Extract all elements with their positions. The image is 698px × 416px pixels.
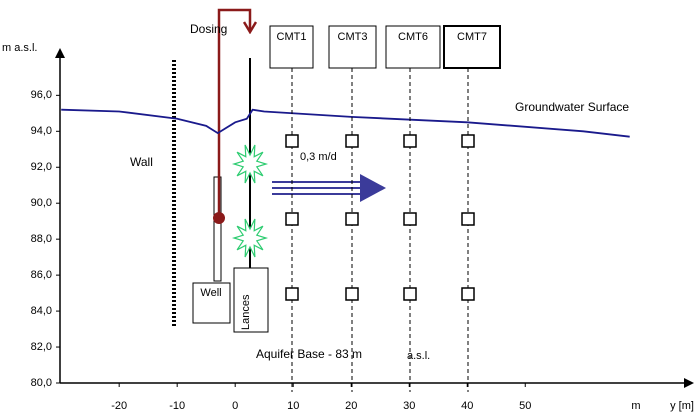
sampling-port	[345, 212, 359, 226]
cmt-label: CMT3	[338, 31, 368, 43]
cmt-box	[269, 25, 314, 69]
injection-zone	[231, 218, 269, 258]
groundwater-line	[61, 108, 630, 138]
cmt-box	[443, 25, 501, 69]
y-tick-label: 92,0	[31, 161, 52, 173]
dosing-label: Dosing	[190, 22, 227, 36]
y-tick-label: 94,0	[31, 125, 52, 137]
sampling-port	[285, 134, 299, 148]
x-tick-label: 10	[287, 400, 299, 412]
sampling-port	[403, 212, 417, 226]
sampling-port	[461, 212, 475, 226]
y-tick-label: 86,0	[31, 269, 52, 281]
sampling-port	[285, 212, 299, 226]
x-tick-label: 0	[232, 400, 238, 412]
y-tick-label: 88,0	[31, 233, 52, 245]
wall-label: Wall	[130, 155, 153, 169]
well-box	[192, 282, 231, 324]
base-label: Aquifer Base - 83 m	[256, 347, 362, 361]
sampling-port	[461, 287, 475, 301]
lances-label: Lances	[240, 294, 252, 330]
sampling-port	[345, 287, 359, 301]
cmt-label: CMT1	[277, 31, 307, 43]
well-screen	[213, 176, 222, 282]
base-unit: a.s.l.	[407, 350, 430, 362]
sampling-port	[403, 287, 417, 301]
sampling-port	[285, 287, 299, 301]
groundwater-label: Groundwater Surface	[515, 100, 629, 114]
y-tick-label: 82,0	[31, 341, 52, 353]
x-tick-label: 30	[403, 400, 415, 412]
y-axis-label: m a.s.l.	[2, 42, 37, 54]
cmt-box	[385, 25, 441, 69]
dosing-pipe	[217, 8, 250, 218]
x-tick-label: -20	[111, 400, 127, 412]
lances-box	[233, 267, 269, 333]
cmt-box	[328, 25, 377, 69]
y-tick-label: 80,0	[31, 377, 52, 389]
cmt-label: CMT6	[398, 31, 428, 43]
dosing-point	[213, 212, 225, 224]
x-axis-label: y [m]	[670, 400, 694, 412]
x-tick-label: 40	[461, 400, 473, 412]
y-tick-label: 96,0	[31, 89, 52, 101]
well-label: Well	[200, 287, 221, 299]
x-unit: m	[631, 400, 640, 412]
y-tick-label: 84,0	[31, 305, 52, 317]
sampling-port	[403, 134, 417, 148]
cmt-label: CMT7	[457, 31, 487, 43]
x-tick-label: -10	[169, 400, 185, 412]
flow-label: 0,3 m/d	[300, 151, 337, 163]
flow-arrow-head	[360, 174, 386, 202]
x-tick-label: 20	[345, 400, 357, 412]
y-tick-label: 90,0	[31, 197, 52, 209]
x-tick-label: 50	[519, 400, 531, 412]
sampling-port	[461, 134, 475, 148]
injection-zone	[231, 144, 269, 184]
sampling-port	[345, 134, 359, 148]
